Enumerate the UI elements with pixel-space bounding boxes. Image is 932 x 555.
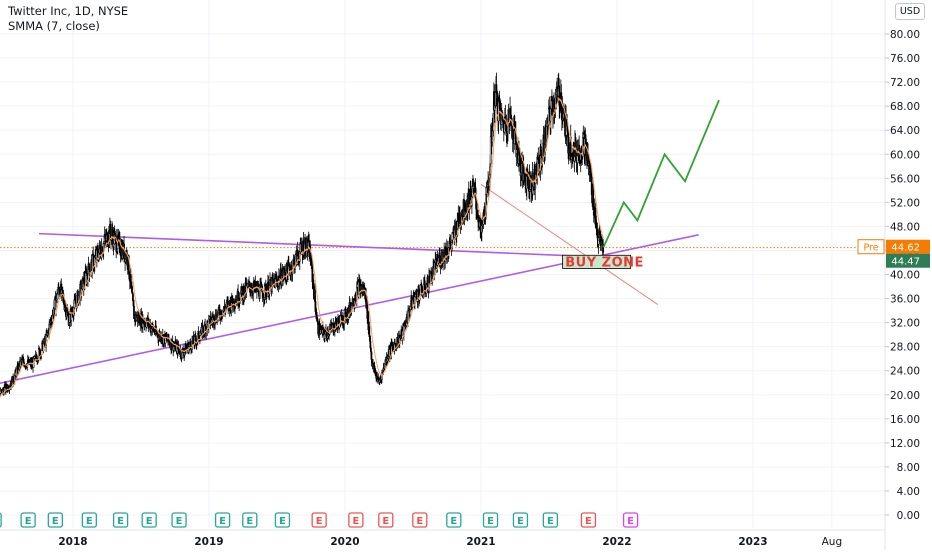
y-tick-label: 32.00 [890, 318, 920, 330]
y-tick-label: 56.00 [890, 173, 920, 185]
y-tick-label: 8.00 [897, 462, 920, 474]
x-tick-label: 2022 [602, 536, 631, 548]
y-tick-label: 48.00 [890, 221, 920, 233]
earnings-marker-label: E [176, 516, 183, 527]
candle-body [371, 352, 372, 360]
last-price-value: 44.47 [891, 257, 920, 268]
earnings-marker-label: E [219, 516, 226, 527]
x-tick-label: 2023 [738, 536, 767, 548]
y-tick-label: 72.00 [890, 77, 920, 89]
earnings-marker-label: E [86, 516, 93, 527]
x-tick-label: 2020 [330, 536, 359, 548]
earnings-marker-label: E [585, 516, 592, 527]
x-tick-label: 2019 [194, 536, 223, 548]
x-tick-label: Aug [822, 536, 843, 548]
y-tick-label: 52.00 [890, 197, 920, 209]
candle-body [249, 282, 250, 287]
y-tick-label: 4.00 [897, 486, 920, 498]
y-tick-label: 76.00 [890, 53, 920, 65]
earnings-marker-label: E [25, 516, 32, 527]
candle-body [324, 334, 325, 338]
chart-legend: Twitter Inc, 1D, NYSE SMMA (7, close) [8, 4, 128, 34]
currency-button[interactable]: USD [895, 3, 925, 20]
earnings-marker-label: E [517, 516, 524, 527]
y-tick-label: 36.00 [890, 294, 920, 306]
y-tick-label: 60.00 [890, 149, 920, 161]
candle-body [430, 272, 431, 274]
buy-zone: BUY ZONE [563, 255, 644, 270]
earnings-marker [0, 513, 1, 527]
y-tick-label: 64.00 [890, 125, 920, 137]
candle-body [374, 366, 375, 372]
candle-body [424, 281, 425, 291]
earnings-marker-label: E [279, 516, 286, 527]
candle-body [519, 155, 520, 158]
earnings-marker-label: E [117, 516, 124, 527]
y-tick-label: 12.00 [890, 438, 920, 450]
y-tick-label: 24.00 [890, 366, 920, 378]
indicator-label[interactable]: SMMA (7, close) [8, 19, 128, 34]
projection [603, 100, 719, 247]
earnings-marker-label: E [316, 516, 323, 527]
earnings-marker-label: E [450, 516, 457, 527]
projection-path [603, 100, 719, 247]
earnings-marker-label: E [382, 516, 389, 527]
earnings-marker-label: E [246, 516, 253, 527]
y-tick-label: 20.00 [890, 390, 920, 402]
earnings-marker-label: E [487, 516, 494, 527]
candle-body [370, 348, 371, 352]
x-tick-label: 2018 [58, 536, 87, 548]
pre-label: Pre [863, 243, 878, 254]
y-tick-label: 68.00 [890, 101, 920, 113]
earnings-marker-label: E [146, 516, 153, 527]
earnings-marker-label: E [627, 516, 634, 527]
earnings-marker-label: E [547, 516, 554, 527]
candle-body [478, 215, 479, 222]
y-tick-label: 28.00 [890, 342, 920, 354]
candle-body [369, 327, 370, 337]
y-tick-label: 80.00 [890, 29, 920, 41]
candle-body [132, 294, 133, 301]
candle-body [88, 264, 89, 270]
earnings-marker-label: E [416, 516, 423, 527]
candle-body [190, 342, 191, 345]
earnings-marker-label: E [52, 516, 59, 527]
y-tick-label: 16.00 [890, 414, 920, 426]
x-tick-label: 2021 [466, 536, 495, 548]
pre-price-value: 44.62 [891, 243, 920, 254]
earnings-marker-label: E [352, 516, 359, 527]
symbol-title[interactable]: Twitter Inc, 1D, NYSE [8, 4, 128, 19]
time-axis: 5201820192020202120222023Aug [0, 530, 885, 548]
y-tick-label: 0.00 [897, 510, 920, 522]
buy-zone-label: BUY ZONE [565, 255, 644, 270]
y-tick-label: 40.00 [890, 270, 920, 282]
